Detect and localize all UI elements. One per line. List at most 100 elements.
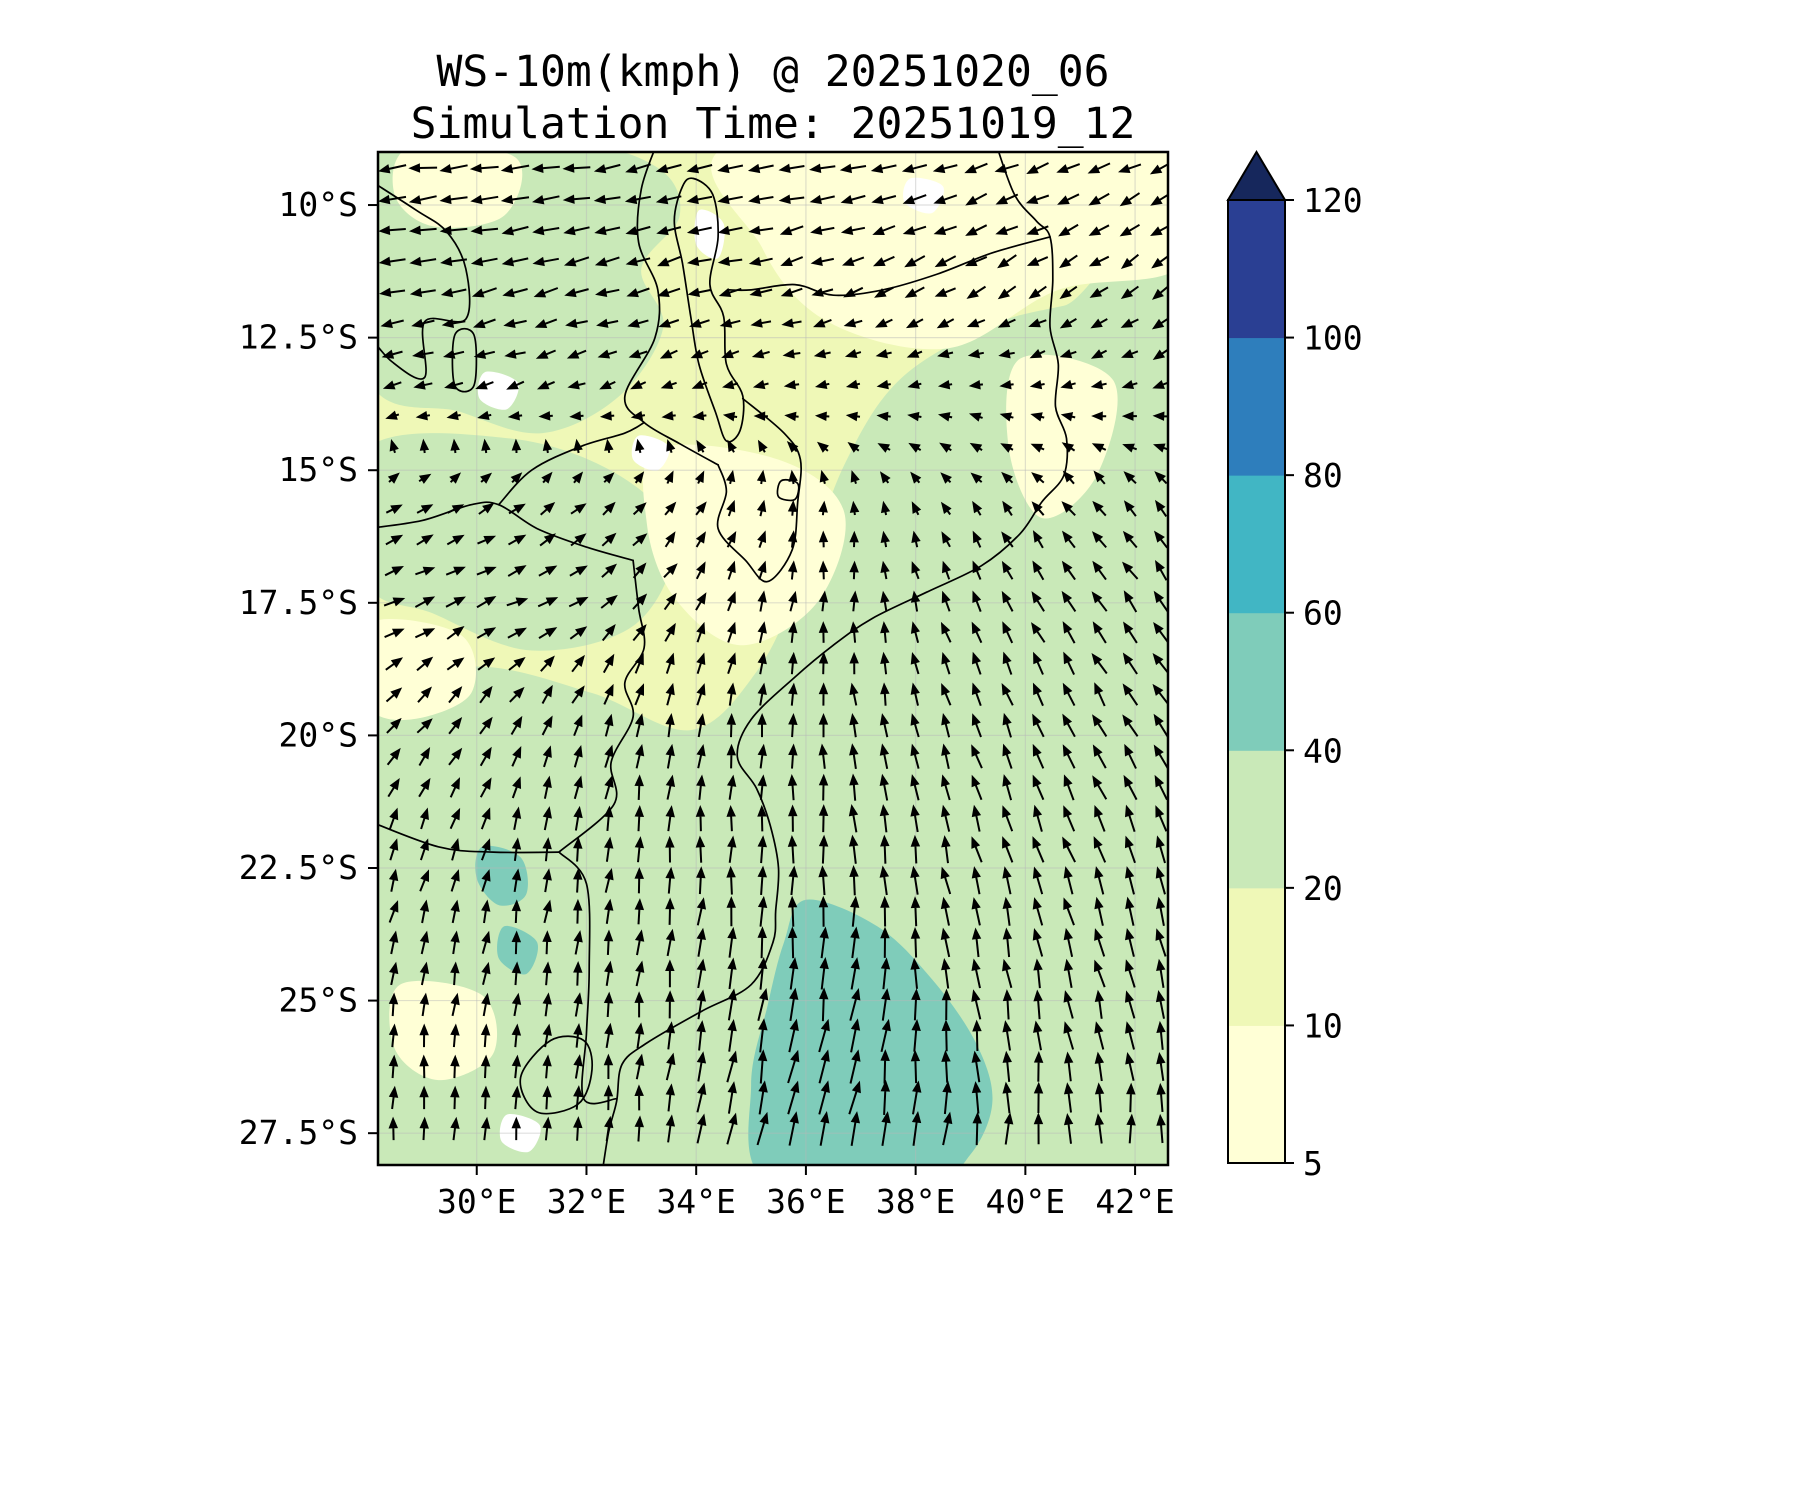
wind-arrow [911, 1111, 922, 1146]
wind-arrow [419, 961, 430, 986]
wind-arrow [880, 1049, 890, 1084]
wind-arrow [689, 318, 710, 328]
wind-arrow [634, 1115, 645, 1142]
wind-arrow [934, 255, 957, 268]
wind-arrow [506, 380, 525, 390]
wind-arrow [1060, 412, 1076, 422]
wind-arrow [1063, 927, 1074, 958]
wind-arrow [695, 835, 706, 863]
wind-arrow [881, 988, 891, 1021]
wind-arrow [387, 472, 400, 484]
wind-arrow [412, 349, 434, 359]
wind-arrow [941, 683, 952, 706]
wind-arrow [696, 1051, 707, 1082]
wind-arrow [658, 318, 680, 328]
wind-arrow [568, 596, 589, 608]
wind-arrow [1059, 318, 1077, 329]
wind-arrow [408, 225, 437, 236]
wind-arrow [1061, 530, 1076, 549]
wind-arrow [419, 838, 429, 861]
wind-arrow [469, 163, 499, 173]
wind-arrow [758, 1080, 768, 1115]
wind-arrow [634, 991, 644, 1018]
border-pedicle-rect [451, 327, 478, 393]
wind-arrow [449, 777, 461, 798]
wind-arrow [511, 868, 522, 893]
wind-arrow [782, 349, 801, 359]
wind-arrow [818, 895, 829, 927]
wind-arrow [542, 775, 552, 799]
wind-arrow [599, 380, 616, 390]
wind-arrow [843, 286, 864, 298]
wind-arrow [788, 469, 798, 485]
wind-arrow [727, 439, 737, 453]
wind-arrow [968, 412, 983, 422]
wind-arrow [480, 1054, 491, 1079]
wind-arrow [664, 470, 674, 484]
wind-arrow [1092, 714, 1108, 737]
wind-arrow [604, 898, 614, 924]
wind-arrow [1063, 1021, 1075, 1050]
wind-arrow [997, 285, 1017, 300]
wind-arrow [604, 713, 614, 737]
wind-arrow [594, 225, 621, 236]
wind-arrow [818, 530, 829, 548]
wind-arrow [1032, 866, 1044, 895]
fill-region-pale-northwest-spot [392, 152, 523, 228]
wind-arrow [910, 621, 920, 643]
wind-arrow [727, 835, 737, 863]
wind-arrow [1093, 836, 1107, 863]
wind-arrow [382, 380, 402, 390]
colorbar: 5 10 20 40 60 80 100 120 [1226, 150, 1363, 1183]
wind-arrow [849, 560, 859, 580]
wind-arrow [726, 774, 737, 800]
wind-arrow [1093, 470, 1106, 485]
wind-arrow [388, 1085, 399, 1110]
wind-arrow [1094, 1051, 1105, 1082]
wind-arrow [449, 807, 461, 830]
wind-arrow [880, 957, 891, 990]
wind-arrow [419, 869, 429, 892]
wind-arrow [511, 930, 522, 955]
wind-arrow [665, 866, 675, 894]
wind-arrow [634, 836, 645, 863]
wind-arrow [443, 349, 465, 359]
wind-arrow [904, 286, 925, 298]
wind-arrow [696, 713, 706, 738]
wind-arrow [998, 349, 1015, 359]
wind-arrow [971, 1081, 982, 1114]
wind-arrow [902, 225, 927, 236]
wind-arrow [383, 597, 406, 607]
wind-arrow [539, 533, 556, 547]
wind-arrow [941, 1050, 951, 1083]
wind-arrow [1126, 1082, 1136, 1113]
wind-arrow [1057, 193, 1080, 205]
wind-arrow [748, 225, 774, 235]
wind-arrow [850, 470, 860, 484]
wind-arrow [726, 1112, 738, 1145]
wind-arrow [696, 1082, 707, 1113]
wind-arrow [726, 621, 736, 643]
wind-arrow [718, 287, 742, 298]
wind-arrow [1026, 162, 1049, 174]
wind-arrow [751, 349, 770, 359]
wind-arrow [757, 713, 767, 738]
wind-arrow [1033, 804, 1043, 832]
wind-arrow [1156, 1020, 1166, 1050]
wind-arrow [819, 957, 829, 990]
wind-arrow [971, 897, 981, 926]
wind-arrow [665, 743, 675, 769]
wind-arrow [942, 1111, 953, 1146]
wind-arrow [601, 532, 617, 547]
wind-arrow [470, 194, 499, 205]
colorbar-segment [1228, 887, 1285, 1026]
wind-arrow [936, 318, 955, 329]
wind-arrow [1063, 774, 1075, 801]
wind-arrow [573, 867, 583, 893]
wind-arrow [472, 318, 496, 329]
wind-arrow [601, 563, 617, 578]
wind-arrow [419, 992, 430, 1017]
wind-arrow [972, 590, 982, 612]
wind-arrow [726, 499, 736, 517]
wind-arrow [1002, 774, 1013, 801]
